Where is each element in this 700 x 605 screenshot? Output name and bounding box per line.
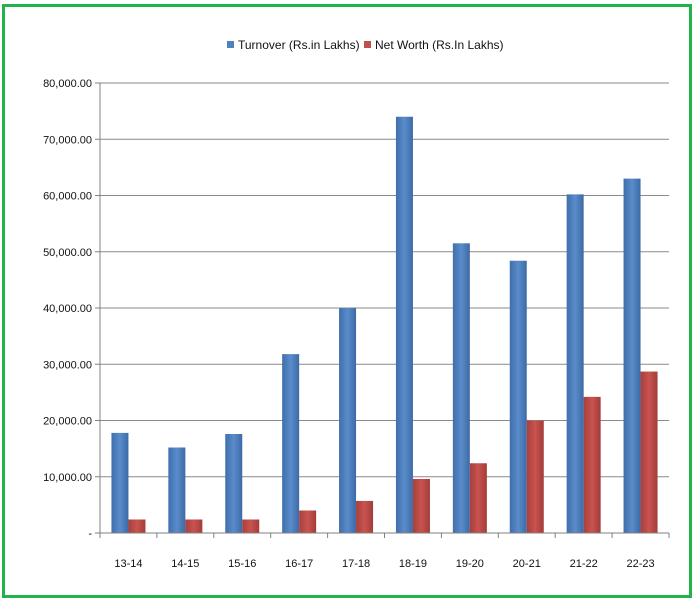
bar-turnover	[623, 178, 641, 533]
bar-net-worth	[583, 396, 601, 533]
bars	[111, 116, 658, 533]
x-tick-label: 22-23	[626, 558, 654, 570]
legend-swatch-net-worth	[364, 41, 371, 48]
gridlines	[100, 82, 669, 478]
x-tick-label: 13-14	[114, 558, 142, 570]
y-tick-label: 40,000.00	[43, 303, 92, 315]
bar-turnover	[566, 194, 584, 533]
bar-turnover	[225, 434, 243, 533]
bar-turnover	[339, 308, 357, 533]
x-tick-label: 17-18	[342, 558, 370, 570]
y-tick-label: 30,000.00	[43, 359, 92, 371]
y-tick-label: 20,000.00	[43, 416, 92, 428]
y-tick-label: -	[88, 528, 92, 540]
bar-net-worth	[412, 479, 430, 533]
bar-turnover	[168, 447, 186, 533]
bar-net-worth	[640, 371, 658, 533]
y-tick-label: 80,000.00	[43, 78, 92, 90]
y-axis: - 10,000.00 20,000.00 30,000.00 40,000.00 50,…	[43, 78, 101, 540]
x-tick-label: 15-16	[228, 558, 256, 570]
bar-chart: Turnover (Rs.in Lakhs) Net Worth (Rs.In L…	[43, 38, 670, 570]
bar-net-worth	[242, 519, 260, 533]
x-tick-label: 20-21	[513, 558, 541, 570]
bar-turnover	[509, 260, 527, 533]
x-tick-label: 16-17	[285, 558, 313, 570]
y-tick-label: 70,000.00	[43, 134, 92, 146]
x-tick-label: 19-20	[456, 558, 484, 570]
legend-swatch-turnover	[227, 41, 234, 48]
legend-label-turnover: Turnover (Rs.in Lakhs)	[238, 38, 360, 52]
x-axis: 13-14 14-15 15-16 16-17 17-18 18-19 19-20 20-21…	[99, 532, 670, 570]
bar-turnover	[111, 432, 129, 533]
y-tick-label: 50,000.00	[43, 247, 92, 259]
bar-net-worth	[356, 500, 374, 533]
bar-turnover	[452, 243, 470, 533]
y-tick-label: 10,000.00	[43, 472, 92, 484]
bar-net-worth	[128, 519, 146, 533]
chart-frame: Turnover (Rs.in Lakhs) Net Worth (Rs.In L…	[2, 4, 692, 598]
x-tick-label: 14-15	[171, 558, 199, 570]
legend-label-net-worth: Net Worth (Rs.In Lakhs)	[375, 38, 503, 52]
bar-net-worth	[526, 420, 544, 533]
x-tick-label: 18-19	[399, 558, 427, 570]
bar-net-worth	[299, 510, 317, 533]
bar-turnover	[395, 116, 413, 533]
bar-turnover	[282, 354, 300, 533]
bar-net-worth	[185, 519, 203, 533]
chart-legend: Turnover (Rs.in Lakhs) Net Worth (Rs.In L…	[227, 38, 503, 52]
y-tick-label: 60,000.00	[43, 191, 92, 203]
bar-net-worth	[469, 463, 487, 533]
x-tick-label: 21-22	[570, 558, 598, 570]
